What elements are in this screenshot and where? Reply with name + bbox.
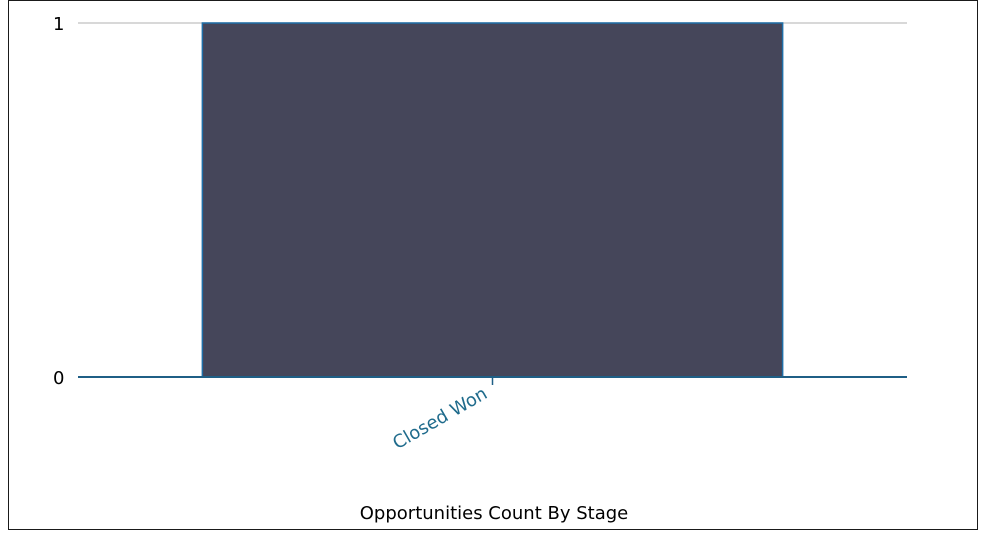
chart-frame: 0 1 Closed Won Opportunities Count By Stag… — [8, 0, 978, 530]
bar — [201, 22, 784, 378]
bar-chart: 0 1 Closed Won — [53, 14, 907, 454]
y-tick-label: 1 — [53, 14, 64, 35]
x-category-label: Closed Won — [389, 383, 491, 454]
chart-title: Opportunities Count By Stage — [359, 503, 629, 524]
y-tick-label: 0 — [53, 368, 64, 389]
